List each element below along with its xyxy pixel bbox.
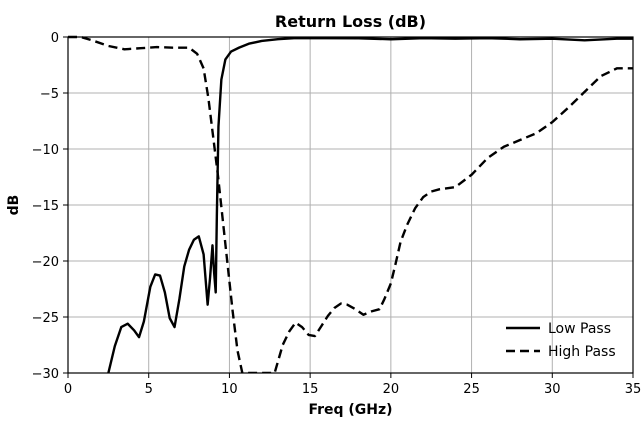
y-tick-label: −25	[32, 311, 59, 326]
y-tick-label: −10	[32, 143, 59, 158]
x-tick-label: 15	[302, 382, 319, 397]
x-tick-label: 5	[145, 382, 153, 397]
y-tick-label: −20	[32, 255, 59, 270]
x-tick-label: 35	[625, 382, 642, 397]
series-layer	[68, 35, 633, 373]
legend: Low Pass High Pass	[506, 321, 616, 360]
tick-layer: 0 5 10 15 20 25 30 35 0 −5 −10 −15 −20 −25 −30	[32, 31, 642, 397]
x-tick-label: 20	[383, 382, 400, 397]
series-line-high-pass	[68, 35, 633, 373]
legend-label: Low Pass	[548, 321, 611, 337]
x-tick-label: 25	[463, 382, 480, 397]
chart-title: Return Loss (dB)	[275, 12, 426, 31]
x-tick-label: 10	[221, 382, 238, 397]
y-tick-label: −15	[32, 199, 59, 214]
x-tick-label: 30	[544, 382, 561, 397]
grid	[67, 36, 634, 374]
x-tick-label: 0	[64, 382, 72, 397]
y-axis-title: dB	[6, 195, 22, 216]
y-tick-label: −30	[32, 367, 59, 382]
y-tick-label: 0	[51, 31, 59, 46]
y-tick-label: −5	[40, 87, 59, 102]
x-axis-title: Freq (GHz)	[308, 402, 392, 418]
series-line-low-pass	[107, 36, 633, 373]
legend-label: High Pass	[548, 344, 616, 360]
